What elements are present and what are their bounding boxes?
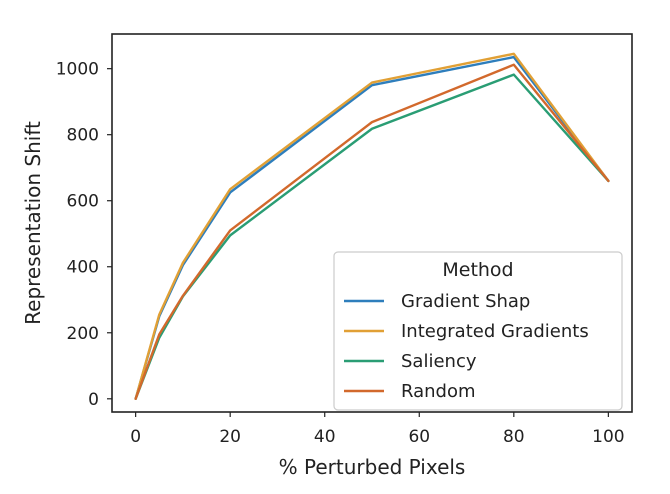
x-tick-label: 80 (503, 427, 525, 447)
y-tick-label: 800 (67, 126, 99, 146)
plot-frame (111, 33, 633, 413)
x-tick-label: 60 (408, 427, 430, 447)
y-tick-label: 0 (88, 390, 99, 410)
y-axis-label: Representation Shift (21, 121, 45, 325)
x-tick-label: 20 (219, 427, 241, 447)
legend-label-saliency: Saliency (401, 351, 477, 372)
series-line-random (134, 63, 610, 400)
y-tick-label: 400 (67, 258, 99, 278)
legend-title: Method (442, 259, 513, 281)
series-line-integrated-gradients (134, 52, 610, 400)
x-axis-label: % Perturbed Pixels (279, 455, 466, 479)
legend-label-random: Random (401, 381, 476, 402)
legend: Method Gradient Shap Integrated Gradients… (333, 251, 623, 411)
x-tick-label: 100 (592, 427, 624, 447)
y-tick-label: 1000 (56, 60, 99, 80)
legend-box (333, 251, 623, 411)
legend-label-gradient-shap: Gradient Shap (401, 291, 530, 312)
legend-label-integrated-gradients: Integrated Gradients (401, 321, 589, 342)
y-tick-label: 600 (67, 192, 99, 212)
y-tick-label: 200 (67, 324, 99, 344)
x-tick-label: 40 (314, 427, 336, 447)
x-axis-ticks: 0 20 40 60 80 100 (130, 412, 625, 447)
x-tick-label: 0 (130, 427, 141, 447)
y-axis-ticks: 0 200 400 600 800 1000 (56, 60, 112, 410)
series-layer (134, 52, 610, 400)
legend-items: Gradient Shap Integrated Gradients Salienc… (344, 291, 589, 402)
